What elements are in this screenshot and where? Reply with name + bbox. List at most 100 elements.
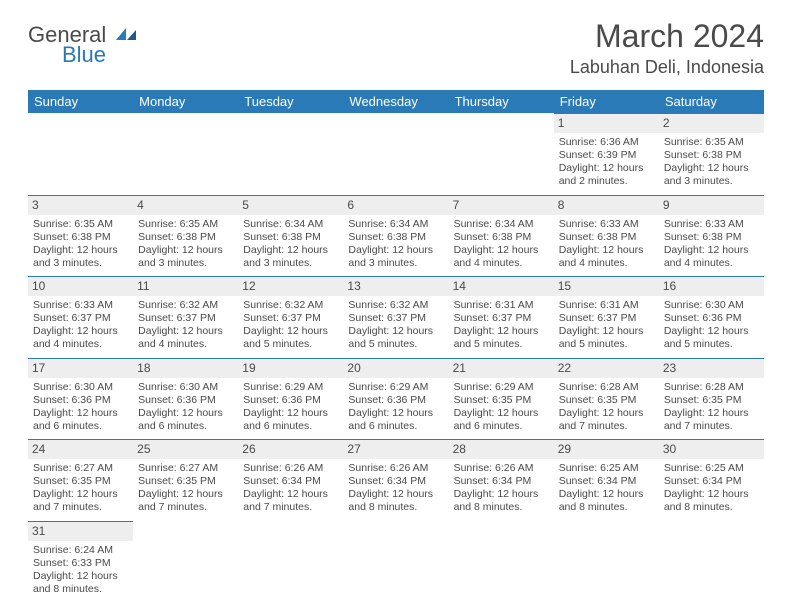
day-number: 26 bbox=[238, 439, 343, 459]
calendar-cell: 22 Sunrise: 6:28 AMSunset: 6:35 PMDayligh… bbox=[554, 358, 659, 440]
day-number: 1 bbox=[554, 113, 659, 133]
day-number: 9 bbox=[659, 195, 764, 215]
daylight-text: Daylight: 12 hours and 8 minutes. bbox=[348, 488, 443, 514]
day-number: 22 bbox=[554, 358, 659, 378]
day-number: 5 bbox=[238, 195, 343, 215]
sunrise-text: Sunrise: 6:29 AM bbox=[243, 381, 338, 394]
calendar-cell: 13Sunrise: 6:32 AMSunset: 6:37 PMDayligh… bbox=[343, 276, 448, 358]
sunset-text: Sunset: 6:35 PM bbox=[138, 475, 233, 488]
calendar-cell: 4Sunrise: 6:35 AMSunset: 6:38 PMDaylight… bbox=[133, 195, 238, 277]
sunrise-text: Sunrise: 6:34 AM bbox=[348, 218, 443, 231]
day-number: 31 bbox=[28, 521, 133, 541]
daylight-text: Daylight: 12 hours and 4 minutes. bbox=[559, 244, 654, 270]
day-number: 14 bbox=[449, 276, 554, 296]
daylight-text: Daylight: 12 hours and 8 minutes. bbox=[33, 570, 128, 596]
daylight-text: Daylight: 12 hours and 6 minutes. bbox=[348, 407, 443, 433]
sunset-text: Sunset: 6:38 PM bbox=[138, 231, 233, 244]
daylight-text: Daylight: 12 hours and 7 minutes. bbox=[138, 488, 233, 514]
daylight-text: Daylight: 12 hours and 7 minutes. bbox=[33, 488, 128, 514]
daylight-text: Daylight: 12 hours and 3 minutes. bbox=[138, 244, 233, 270]
day-number: 2 bbox=[659, 113, 764, 133]
daylight-text: Daylight: 12 hours and 5 minutes. bbox=[243, 325, 338, 351]
sunrise-text: Sunrise: 6:32 AM bbox=[348, 299, 443, 312]
sunrise-text: Sunrise: 6:30 AM bbox=[33, 381, 128, 394]
calendar-cell: 2Sunrise: 6:35 AMSunset: 6:38 PMDaylight… bbox=[659, 113, 764, 195]
daylight-text: Daylight: 12 hours and 6 minutes. bbox=[454, 407, 549, 433]
calendar-cell: 7Sunrise: 6:34 AMSunset: 6:38 PMDaylight… bbox=[449, 195, 554, 277]
sunrise-text: Sunrise: 6:35 AM bbox=[664, 136, 759, 149]
calendar-cell: 28Sunrise: 6:26 AMSunset: 6:34 PMDayligh… bbox=[449, 439, 554, 521]
daylight-text: Daylight: 12 hours and 3 minutes. bbox=[243, 244, 338, 270]
sunset-text: Sunset: 6:38 PM bbox=[559, 231, 654, 244]
calendar-cell: 25Sunrise: 6:27 AMSunset: 6:35 PMDayligh… bbox=[133, 439, 238, 521]
calendar-cell bbox=[238, 113, 343, 195]
calendar-table: SundayMondayTuesdayWednesdayThursdayFrid… bbox=[28, 90, 764, 602]
calendar-cell: 5 Sunrise: 6:34 AMSunset: 6:38 PMDaylight… bbox=[238, 195, 343, 277]
weekday-header: Sunday bbox=[28, 90, 133, 113]
sunset-text: Sunset: 6:36 PM bbox=[664, 312, 759, 325]
weekday-header: Thursday bbox=[449, 90, 554, 113]
day-number: 12 bbox=[238, 276, 343, 296]
calendar-cell bbox=[28, 113, 133, 195]
sunrise-text: Sunrise: 6:25 AM bbox=[559, 462, 654, 475]
month-title: March 2024 bbox=[570, 18, 764, 55]
sunrise-text: Sunrise: 6:24 AM bbox=[33, 544, 128, 557]
daylight-text: Daylight: 12 hours and 2 minutes. bbox=[559, 162, 654, 188]
sunrise-text: Sunrise: 6:32 AM bbox=[243, 299, 338, 312]
calendar-cell: 21Sunrise: 6:29 AMSunset: 6:35 PMDayligh… bbox=[449, 358, 554, 440]
title-block: March 2024 Labuhan Deli, Indonesia bbox=[570, 18, 764, 78]
calendar-cell: 18Sunrise: 6:30 AMSunset: 6:36 PMDayligh… bbox=[133, 358, 238, 440]
sunset-text: Sunset: 6:33 PM bbox=[33, 557, 128, 570]
daylight-text: Daylight: 12 hours and 8 minutes. bbox=[664, 488, 759, 514]
day-number: 15 bbox=[554, 276, 659, 296]
sunset-text: Sunset: 6:35 PM bbox=[559, 394, 654, 407]
calendar-cell: 12Sunrise: 6:32 AMSunset: 6:37 PMDayligh… bbox=[238, 276, 343, 358]
sunrise-text: Sunrise: 6:36 AM bbox=[559, 136, 654, 149]
daylight-text: Daylight: 12 hours and 3 minutes. bbox=[33, 244, 128, 270]
daylight-text: Daylight: 12 hours and 5 minutes. bbox=[664, 325, 759, 351]
logo: General Blue bbox=[28, 24, 138, 66]
sunrise-text: Sunrise: 6:29 AM bbox=[348, 381, 443, 394]
daylight-text: Daylight: 12 hours and 7 minutes. bbox=[559, 407, 654, 433]
day-number: 13 bbox=[343, 276, 448, 296]
sunrise-text: Sunrise: 6:27 AM bbox=[138, 462, 233, 475]
day-number: 8 bbox=[554, 195, 659, 215]
calendar-cell: 3Sunrise: 6:35 AMSunset: 6:38 PMDaylight… bbox=[28, 195, 133, 277]
header: General Blue March 2024 Labuhan Deli, In… bbox=[28, 18, 764, 78]
day-number: 23 bbox=[659, 358, 764, 378]
daylight-text: Daylight: 12 hours and 6 minutes. bbox=[243, 407, 338, 433]
day-number: 21 bbox=[449, 358, 554, 378]
sunrise-text: Sunrise: 6:29 AM bbox=[454, 381, 549, 394]
daylight-text: Daylight: 12 hours and 5 minutes. bbox=[454, 325, 549, 351]
calendar-cell: 30Sunrise: 6:25 AMSunset: 6:34 PMDayligh… bbox=[659, 439, 764, 521]
weekday-header: Monday bbox=[133, 90, 238, 113]
sunset-text: Sunset: 6:36 PM bbox=[348, 394, 443, 407]
sunrise-text: Sunrise: 6:35 AM bbox=[33, 218, 128, 231]
sunrise-text: Sunrise: 6:34 AM bbox=[243, 218, 338, 231]
sunset-text: Sunset: 6:37 PM bbox=[348, 312, 443, 325]
weekday-header: Friday bbox=[554, 90, 659, 113]
sunset-text: Sunset: 6:34 PM bbox=[243, 475, 338, 488]
calendar-cell bbox=[238, 521, 343, 603]
calendar-cell: 24Sunrise: 6:27 AMSunset: 6:35 PMDayligh… bbox=[28, 439, 133, 521]
sunset-text: Sunset: 6:38 PM bbox=[454, 231, 549, 244]
day-number: 28 bbox=[449, 439, 554, 459]
calendar-cell bbox=[554, 521, 659, 603]
calendar-cell: 23Sunrise: 6:28 AMSunset: 6:35 PMDayligh… bbox=[659, 358, 764, 440]
sunset-text: Sunset: 6:38 PM bbox=[348, 231, 443, 244]
calendar-cell: 10Sunrise: 6:33 AMSunset: 6:37 PMDayligh… bbox=[28, 276, 133, 358]
weekday-header: Saturday bbox=[659, 90, 764, 113]
sunrise-text: Sunrise: 6:30 AM bbox=[664, 299, 759, 312]
day-number: 20 bbox=[343, 358, 448, 378]
day-number: 30 bbox=[659, 439, 764, 459]
sunset-text: Sunset: 6:37 PM bbox=[33, 312, 128, 325]
day-number: 29 bbox=[554, 439, 659, 459]
daylight-text: Daylight: 12 hours and 4 minutes. bbox=[454, 244, 549, 270]
day-number: 27 bbox=[343, 439, 448, 459]
sunrise-text: Sunrise: 6:28 AM bbox=[559, 381, 654, 394]
daylight-text: Daylight: 12 hours and 7 minutes. bbox=[664, 407, 759, 433]
calendar-cell: 9Sunrise: 6:33 AMSunset: 6:38 PMDaylight… bbox=[659, 195, 764, 277]
sunset-text: Sunset: 6:36 PM bbox=[33, 394, 128, 407]
sunset-text: Sunset: 6:38 PM bbox=[243, 231, 338, 244]
sunset-text: Sunset: 6:34 PM bbox=[664, 475, 759, 488]
